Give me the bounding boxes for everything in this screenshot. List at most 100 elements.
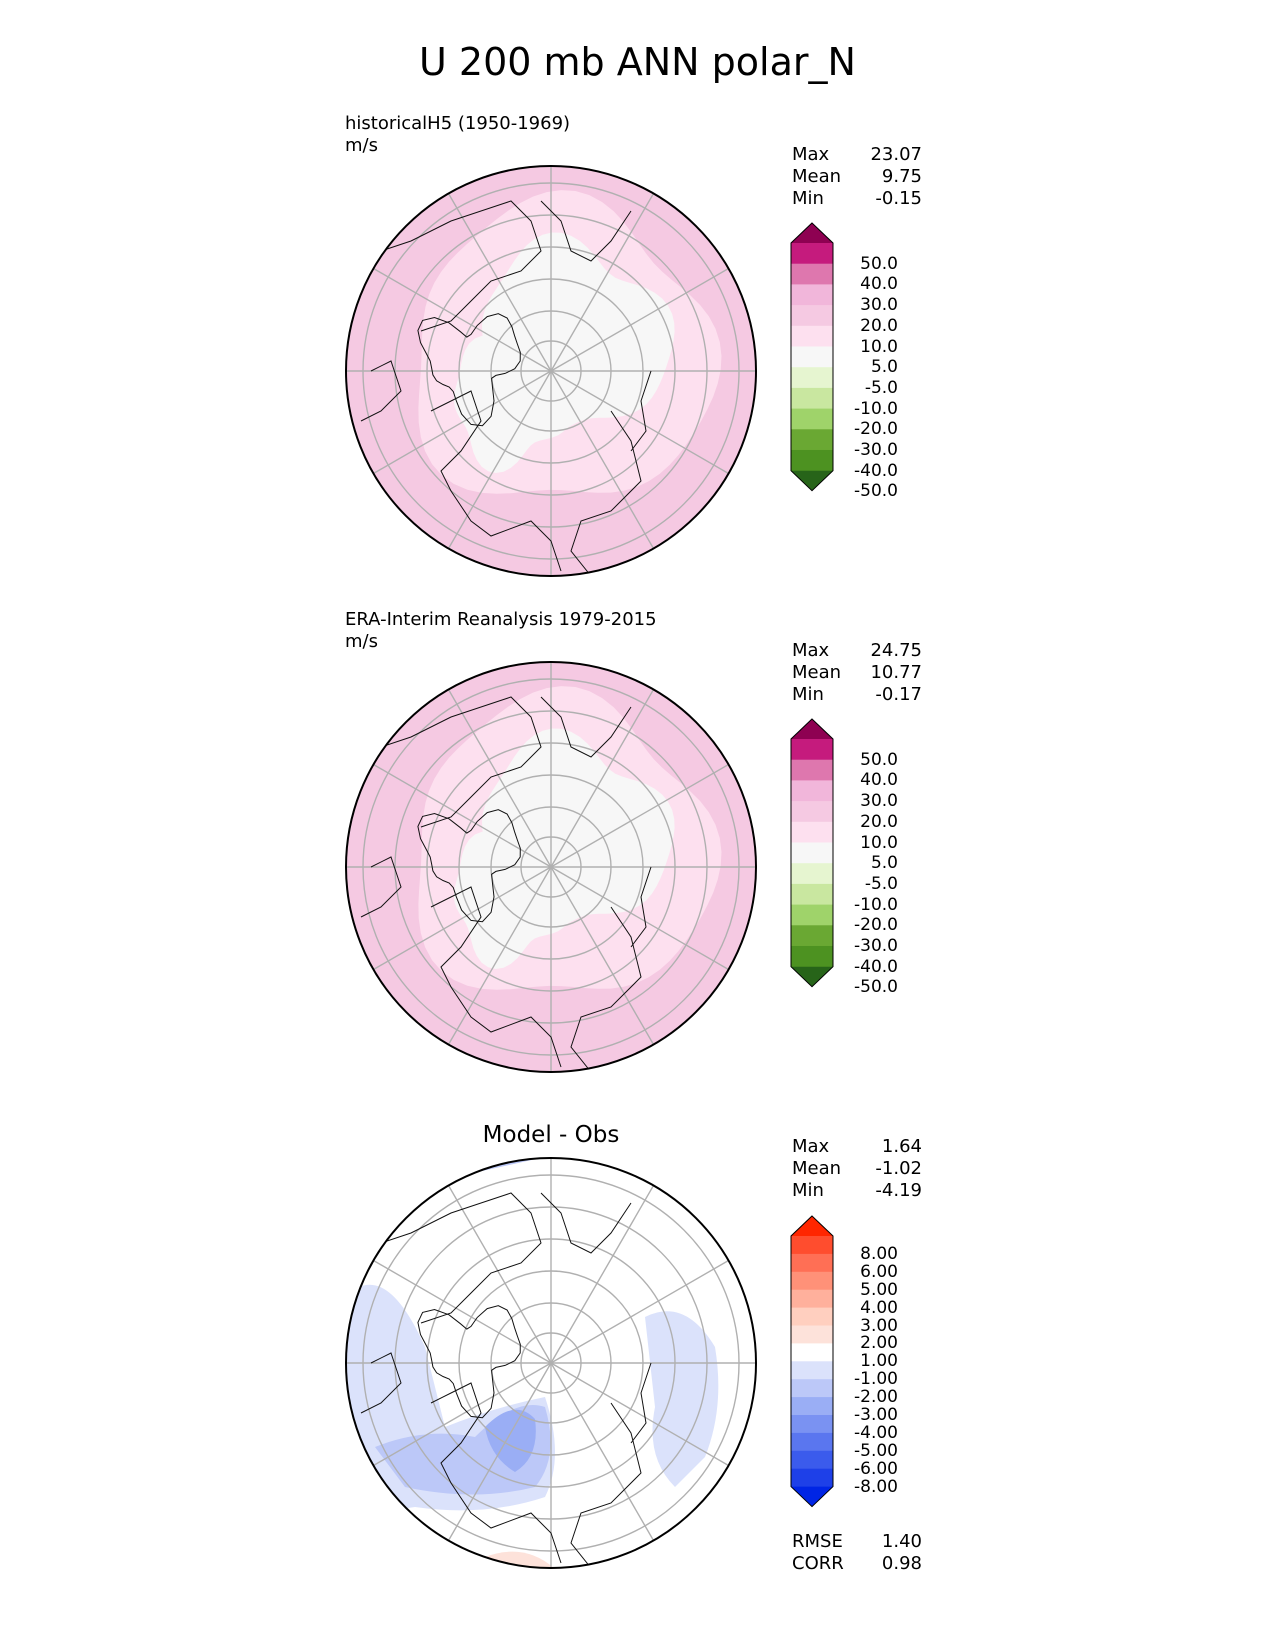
panel-1-stat-row: Min -0.15: [792, 188, 922, 210]
panel-1-colorbar-tick-label: 40.0: [860, 274, 898, 295]
diff-coastline: [630, 1362, 652, 1444]
diff-graticule: [346, 1158, 756, 1568]
panel-2-colorbar-tick-label: -20.0: [854, 915, 898, 936]
panel-2-colorbar-tick-label: -30.0: [854, 936, 898, 956]
diff-colorbar-tick-label: 4.00: [860, 1297, 898, 1318]
panel-1-colorbar-box: [791, 367, 833, 389]
panel-2-coastline: [380, 696, 542, 828]
panel-1-colorbar-box: [791, 325, 833, 347]
panel-2-colorbar-tick-label: 20.0: [860, 811, 898, 832]
panel-1-stat-value: 23.07: [870, 144, 922, 165]
panel-2-coastline: [570, 906, 642, 1072]
diff-field: [346, 1158, 756, 1568]
diff-meridian-line: [440, 1362, 552, 1554]
panel-2-colorbar-box: [791, 821, 833, 843]
diff-colorbar-tick-label: 5.00: [860, 1279, 898, 1300]
diff-colorbar-tick-label: -4.00: [854, 1422, 898, 1443]
panel-2-graticule: [346, 662, 756, 1072]
panel-2-colorbar-tick-label: 50.0: [860, 749, 898, 770]
panel-1-colorbar-box: [791, 242, 833, 265]
panel-2-colorbar-tick-label: -40.0: [854, 956, 898, 977]
panel-1-meridian-line: [360, 370, 552, 482]
panel-2-colorbar-tick-label: -5.0: [864, 873, 898, 894]
panel-1-colorbar-tick-label: 10.0: [860, 336, 898, 357]
diff-colorbar-box: [791, 1432, 833, 1452]
rmse-value: 1.40: [881, 1531, 922, 1552]
panel-1-coastline: [360, 360, 402, 422]
panel-2-colorbar-box: [791, 780, 833, 802]
panel-1-polar-map: [345, 165, 757, 577]
panel-1-colorbar-tick-label: -5.0: [864, 377, 898, 398]
panel-1-meridian-line: [550, 260, 742, 372]
diff-skill-stats: RMSE 1.40 CORR 0.98: [792, 1531, 922, 1575]
panel-2-stat-label: Min: [792, 684, 824, 705]
diff-coastline: [570, 1402, 642, 1568]
panel-2-colorbar: [790, 718, 834, 988]
panel-2-stat-value: -0.17: [875, 684, 922, 705]
corr-label: CORR: [792, 1553, 844, 1574]
panel-2-colorbar-tick-label: 5.0: [870, 853, 898, 874]
panel-2-colorbar-box: [791, 759, 833, 781]
diff-stat-label: Max: [792, 1136, 830, 1157]
panel-1-units: m/s: [345, 135, 378, 156]
panel-2-stat-label: Max: [792, 640, 830, 661]
panel-1-stat-row: Max 23.07: [792, 144, 922, 166]
panel-2-meridian-line: [360, 866, 552, 978]
panel-1-stat-label: Max: [792, 144, 830, 165]
diff-colorbar-box: [791, 1379, 833, 1398]
panel-1-colorbar-box: [791, 429, 833, 451]
panel-2-colorbar-extend-top: [791, 718, 833, 739]
panel-1-contour-fill: [453, 335, 575, 473]
panel-1-map-boundary: [345, 165, 757, 577]
panel-1-stat-value: 9.75: [881, 166, 922, 187]
diff-colorbar-box: [791, 1397, 833, 1416]
diff-colorbar-box: [791, 1235, 833, 1255]
diff-colorbar-tick-label: 8.00: [860, 1243, 898, 1264]
diff-stat-row: Min -4.19: [792, 1180, 922, 1202]
diff-colorbar-tick-label: 1.00: [860, 1351, 898, 1372]
panel-2-meridian-line: [550, 866, 662, 1058]
panel-2-map-boundary: [345, 661, 757, 1073]
diff-stat-value: -4.19: [875, 1180, 922, 1201]
panel-1-stat-row: Mean 9.75: [792, 166, 922, 188]
panel-1-coastlines: [360, 200, 652, 576]
diff-meridian-line: [550, 1252, 742, 1364]
rmse-label: RMSE: [792, 1531, 843, 1552]
diff-stat-label: Min: [792, 1180, 824, 1201]
diff-coastline: [430, 1382, 562, 1564]
panel-2-stat-value: 10.77: [870, 662, 922, 683]
panel-1-colorbar-box: [791, 284, 833, 306]
figure-title: U 200 mb ANN polar_N: [419, 40, 856, 84]
diff-stat-value: -1.02: [875, 1158, 922, 1179]
panel-1-coastline: [430, 390, 562, 572]
panel-1-coastline: [417, 313, 521, 427]
panel-1-stats: Max 23.07 Mean 9.75 Min -0.15: [792, 144, 922, 210]
panel-1-meridian-line: [550, 370, 742, 482]
panel-2-coastline: [430, 886, 562, 1068]
panel-2-colorbar-tick-label: 30.0: [860, 791, 898, 812]
panel-2-colorbar-box: [791, 863, 833, 885]
panel-1-colorbar: [790, 222, 834, 492]
diff-colorbar-tick-label: 2.00: [860, 1333, 898, 1354]
diff-colorbar-tick-label: 3.00: [860, 1315, 898, 1336]
panel-1-stat-label: Min: [792, 188, 824, 209]
panel-1-field: [346, 166, 756, 576]
panel-2-colorbar-tick-label: -10.0: [854, 894, 898, 915]
diff-colorbar-box: [791, 1253, 833, 1273]
panel-2-colorbar-box: [791, 738, 833, 761]
panel-1-colorbar-tick-label: -10.0: [854, 398, 898, 419]
panel-2-colorbar-box: [791, 883, 833, 906]
panel-2-coastline: [360, 856, 402, 918]
panel-1-stat-label: Mean: [792, 166, 842, 187]
panel-1-colorbar-box: [791, 408, 833, 430]
diff-coastline: [360, 1352, 402, 1414]
diff-colorbar-extend-top: [791, 1216, 833, 1236]
diff-colorbar-box: [791, 1343, 833, 1362]
panel-1-meridian-line: [440, 180, 552, 372]
panel-2-colorbar-tick-label: 10.0: [860, 832, 898, 853]
panel-2-colorbar-outline: [790, 718, 834, 988]
panel-1-colorbar-box: [791, 305, 833, 327]
panel-2-coastlines: [360, 696, 652, 1072]
panel-1-coastline: [380, 200, 542, 332]
panel-1-colorbar-box: [791, 449, 833, 472]
